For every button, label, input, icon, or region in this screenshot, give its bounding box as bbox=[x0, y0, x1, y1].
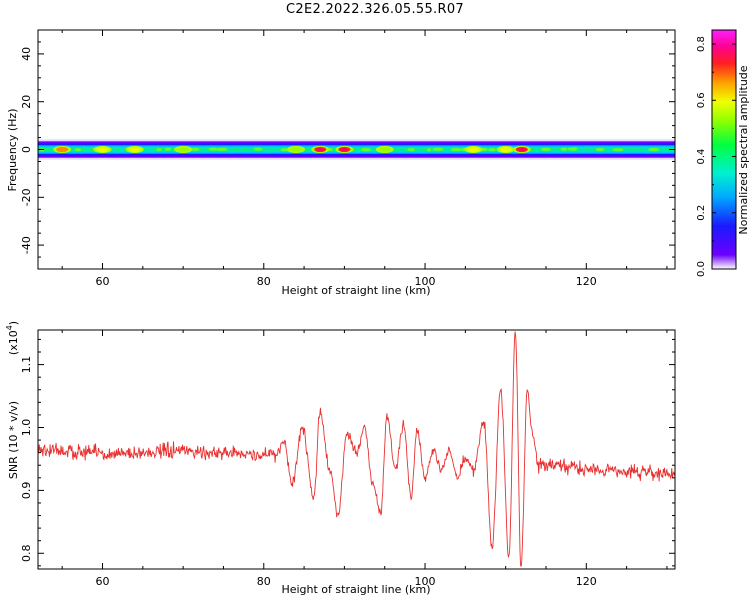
hotspot bbox=[378, 146, 391, 153]
band-texture bbox=[190, 147, 200, 151]
band-texture bbox=[398, 148, 406, 152]
spectrogram-axes: 60 80 100 120 -40 -20 0 20 40 bbox=[20, 29, 675, 288]
spectrogram-image bbox=[38, 139, 675, 160]
colorbar-ticks: 0.0 0.2 0.4 0.6 0.8 bbox=[696, 36, 736, 277]
spectrogram-panel: 60 80 100 120 -40 -20 0 20 40 Height of straight… bbox=[6, 29, 676, 297]
band-texture bbox=[216, 147, 228, 151]
band-texture bbox=[612, 148, 624, 152]
snr-axes: 60 80 100 120 0.8 0.9 1.0 1.1 bbox=[20, 330, 675, 588]
spectrogram-xtick-label: 100 bbox=[415, 275, 436, 288]
band-texture bbox=[567, 147, 579, 151]
snr-xlabel: Height of straight line (km) bbox=[281, 583, 430, 596]
band-texture bbox=[488, 148, 496, 152]
band-texture bbox=[144, 148, 156, 152]
snr-ytick-label: 1.1 bbox=[20, 356, 33, 374]
band-texture bbox=[156, 148, 162, 152]
snr-xtick-label: 60 bbox=[96, 575, 110, 588]
band-texture bbox=[208, 147, 218, 151]
hotspot bbox=[290, 146, 303, 153]
colorbar-label: Normalized spectral amplitude bbox=[737, 65, 750, 234]
band-texture bbox=[605, 148, 613, 152]
hotspot-core bbox=[341, 148, 348, 151]
spectrogram-xtick-label: 120 bbox=[576, 275, 597, 288]
hotspot-core bbox=[317, 148, 324, 151]
snr-ytick-label: 0.8 bbox=[20, 545, 33, 563]
band-texture bbox=[576, 148, 588, 152]
hotspot bbox=[96, 146, 109, 153]
spectrogram-xtick-label: 80 bbox=[257, 275, 271, 288]
band-texture bbox=[450, 148, 462, 152]
hotspot bbox=[177, 146, 190, 153]
hotspot-core bbox=[518, 148, 525, 151]
colorbar-gradient bbox=[711, 29, 737, 270]
snr-xtick-label: 120 bbox=[576, 575, 597, 588]
band-texture bbox=[270, 147, 282, 151]
snr-xtick-label: 100 bbox=[415, 575, 436, 588]
spectrogram-ytick-label: -40 bbox=[20, 236, 33, 254]
snr-panel: 60 80 100 120 0.8 0.9 1.0 1.1 Height of straigh… bbox=[5, 321, 676, 596]
colorbar-tick-label: 0.8 bbox=[696, 36, 707, 52]
band-texture bbox=[245, 147, 253, 151]
snr-scale-label: (x104) bbox=[5, 321, 20, 355]
snr-xtick-label: 80 bbox=[257, 575, 271, 588]
snr-ytick-label: 0.9 bbox=[20, 482, 33, 500]
snr-ylabel: SNR (10 * v/v) bbox=[7, 401, 20, 479]
snr-series-line bbox=[38, 331, 675, 567]
band-texture bbox=[658, 148, 668, 152]
band-texture bbox=[534, 147, 540, 151]
spectrogram-xtick-label: 60 bbox=[96, 275, 110, 288]
spectrogram-ytick-label: 20 bbox=[20, 95, 33, 109]
band-texture bbox=[235, 147, 245, 151]
band-texture bbox=[354, 148, 360, 152]
band-texture bbox=[262, 147, 272, 151]
band-texture bbox=[407, 148, 415, 152]
band-texture bbox=[541, 147, 551, 151]
spectrogram-ytick-label: 40 bbox=[20, 47, 33, 61]
band-texture bbox=[227, 147, 235, 151]
hotspot bbox=[499, 146, 512, 153]
band-texture bbox=[74, 148, 82, 152]
band-texture bbox=[623, 148, 631, 152]
band-texture bbox=[560, 147, 568, 151]
colorbar-tick-label: 0.4 bbox=[696, 149, 707, 165]
snr-ytick-label: 1.0 bbox=[20, 419, 33, 437]
band-texture bbox=[640, 147, 650, 151]
band-texture bbox=[586, 147, 596, 152]
band-texture bbox=[118, 147, 128, 152]
band-texture bbox=[48, 147, 54, 151]
band-texture bbox=[595, 148, 605, 152]
band-texture bbox=[551, 148, 559, 152]
band-texture bbox=[648, 148, 660, 152]
hotspot bbox=[128, 146, 141, 153]
colorbar-tick-label: 0.6 bbox=[696, 92, 707, 108]
band-texture bbox=[432, 147, 444, 151]
colorbar: 0.0 0.2 0.4 0.6 0.8 Normalized spectral ampl… bbox=[696, 29, 750, 277]
chart-title: C2E2.2022.326.05.55.R07 bbox=[286, 2, 464, 17]
band-texture bbox=[443, 147, 451, 151]
spectrogram-ylabel: Frequency (Hz) bbox=[6, 109, 19, 192]
band-texture bbox=[360, 148, 372, 152]
band-texture bbox=[165, 147, 171, 151]
snr-frame bbox=[37, 329, 676, 570]
band-texture bbox=[631, 148, 641, 152]
band-texture bbox=[201, 147, 207, 152]
colorbar-tick-label: 0.0 bbox=[696, 261, 707, 277]
spectrogram-ytick-label: 0 bbox=[20, 146, 33, 153]
colorbar-tick-label: 0.2 bbox=[696, 205, 707, 221]
hotspot bbox=[467, 146, 480, 153]
band-texture bbox=[84, 147, 90, 151]
band-texture bbox=[416, 148, 424, 152]
band-texture bbox=[426, 148, 432, 152]
spectrogram-xlabel: Height of straight line (km) bbox=[281, 284, 430, 297]
spectrogram-ytick-label: -20 bbox=[20, 188, 33, 206]
band-texture bbox=[253, 147, 263, 151]
hotspot bbox=[56, 146, 69, 153]
